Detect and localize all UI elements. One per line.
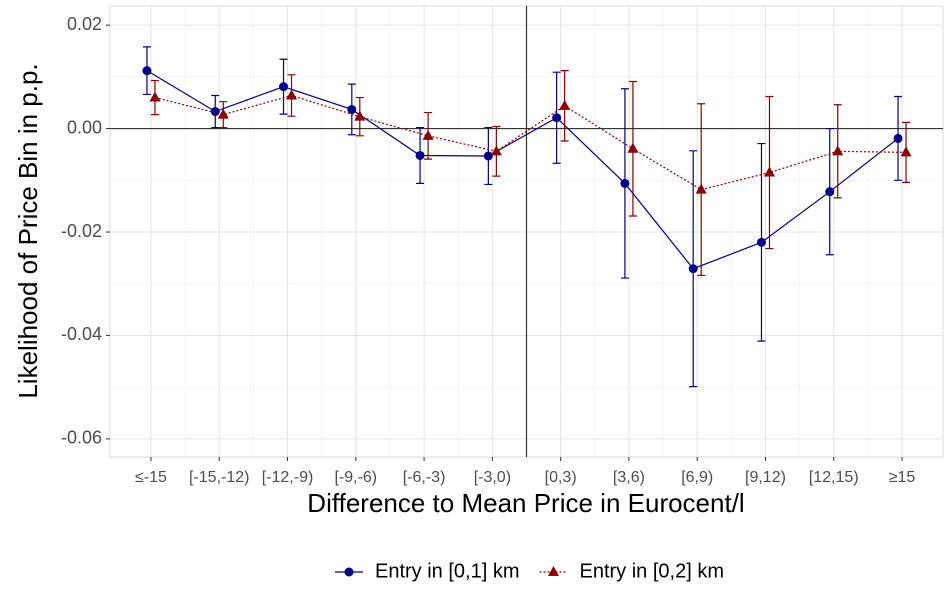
y-tick-label: -0.02 <box>61 221 102 241</box>
data-point <box>627 142 639 153</box>
data-point <box>217 108 229 119</box>
x-tick-label: ≥15 <box>889 469 916 486</box>
legend-label: Entry in [0,1] km <box>375 560 520 582</box>
data-point <box>279 82 289 92</box>
data-point <box>347 104 357 114</box>
data-point <box>490 145 502 156</box>
x-tick-label: [6,9) <box>681 469 713 486</box>
data-point <box>756 237 766 247</box>
y-tick-label: -0.04 <box>61 324 102 344</box>
series-line <box>154 94 907 191</box>
data-point <box>483 151 493 161</box>
data-point <box>354 110 366 121</box>
x-tick-label: [-3,0) <box>474 469 511 486</box>
data-point <box>832 145 844 156</box>
x-tick-label: [-9,-6) <box>334 469 377 486</box>
x-tick-label: [-15,-12) <box>189 469 249 486</box>
data-point <box>900 146 912 157</box>
data-point <box>422 129 434 140</box>
data-point <box>763 166 775 177</box>
x-axis-title: Difference to Mean Price in Eurocent/l <box>307 488 744 518</box>
x-tick-label: [-12,-9) <box>262 469 314 486</box>
data-point <box>620 178 630 188</box>
data-point <box>825 187 835 197</box>
data-point <box>559 99 571 110</box>
x-tick-label: ≤-15 <box>135 469 167 486</box>
y-tick-label: 0.00 <box>67 117 102 137</box>
data-point <box>552 113 562 123</box>
data-point <box>415 150 425 160</box>
data-point <box>210 107 220 117</box>
data-point <box>149 91 161 102</box>
x-tick-label: [9,12) <box>745 469 786 486</box>
legend-label: Entry in [0,2] km <box>580 560 725 582</box>
legend-marker <box>548 566 559 576</box>
data-point <box>286 89 298 100</box>
y-axis-title: Likelihood of Price Bin in p.p. <box>13 63 43 398</box>
legend-marker <box>344 567 354 577</box>
data-point <box>695 183 707 194</box>
data-point <box>142 66 152 76</box>
data-point <box>688 264 698 274</box>
x-tick-label: [12,15) <box>809 469 859 486</box>
x-tick-label: [3,6) <box>613 469 645 486</box>
series-line <box>146 70 899 270</box>
x-tick-label: [0,3) <box>545 469 577 486</box>
y-tick-label: 0.02 <box>67 14 102 34</box>
y-tick-label: -0.06 <box>61 428 102 448</box>
data-point <box>893 133 903 143</box>
x-tick-label: [-6,-3) <box>403 469 446 486</box>
